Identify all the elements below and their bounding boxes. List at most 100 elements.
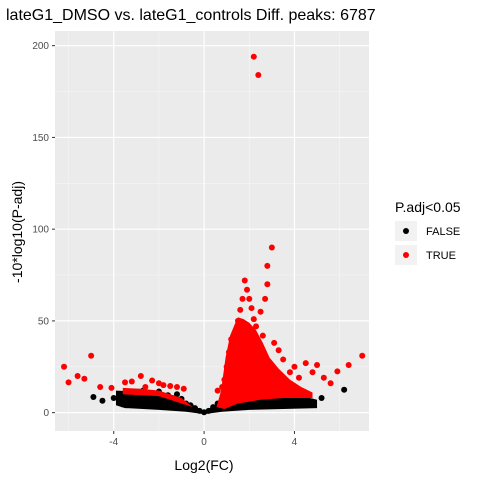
- point-false: [99, 397, 106, 404]
- point-true: [241, 277, 248, 284]
- point-true: [142, 383, 149, 390]
- point-true: [88, 352, 95, 359]
- point-true: [239, 295, 246, 302]
- x-axis-title: Log2(FC): [174, 457, 233, 473]
- point-true: [257, 308, 264, 315]
- point-true: [264, 262, 271, 269]
- point-true: [149, 377, 156, 384]
- point-true: [221, 376, 228, 383]
- point-true: [128, 378, 135, 385]
- point-true: [280, 356, 287, 363]
- point-true: [237, 306, 244, 313]
- legend-key-true: [403, 252, 409, 258]
- point-true: [259, 332, 266, 339]
- point-false: [90, 394, 97, 401]
- point-true: [228, 336, 235, 343]
- y-tick-label: 100: [32, 225, 49, 236]
- point-true: [291, 363, 298, 370]
- point-true: [232, 327, 239, 334]
- point-true: [81, 375, 88, 382]
- y-axis: 0 50 100 150 200: [32, 41, 55, 419]
- true-points-dense-region-left: [122, 387, 193, 408]
- y-tick-label: 0: [43, 408, 49, 419]
- point-true: [61, 363, 68, 370]
- legend-key-false: [403, 228, 409, 234]
- point-true: [262, 295, 269, 302]
- point-true: [241, 361, 248, 368]
- point-false: [309, 398, 316, 405]
- point-true: [286, 369, 293, 376]
- x-tick-label: -4: [109, 437, 118, 448]
- point-false: [201, 409, 208, 416]
- point-true: [244, 286, 251, 293]
- true-points-dense-region: [216, 317, 313, 409]
- point-true: [266, 365, 273, 372]
- point-true: [268, 244, 275, 251]
- point-false: [318, 394, 325, 401]
- point-true: [271, 339, 278, 346]
- point-true: [302, 360, 309, 367]
- x-tick-label: 0: [201, 437, 207, 448]
- chart-title: lateG1_DMSO vs. lateG1_controls Diff. pe…: [6, 7, 376, 24]
- point-false: [196, 407, 203, 414]
- point-true: [275, 347, 282, 354]
- point-true: [230, 372, 237, 379]
- point-true: [219, 383, 226, 390]
- point-true: [345, 361, 352, 368]
- y-tick-label: 50: [38, 316, 50, 327]
- legend: P.adj<0.05 FALSE TRUE: [395, 199, 461, 265]
- point-true: [167, 383, 174, 390]
- point-false: [341, 386, 348, 393]
- point-false: [173, 391, 180, 398]
- grid-minor: [55, 31, 369, 431]
- point-true: [173, 383, 180, 390]
- point-false: [144, 395, 151, 402]
- points-true: [61, 53, 366, 409]
- point-true: [234, 317, 241, 324]
- point-true: [137, 372, 144, 379]
- point-true: [180, 385, 187, 392]
- point-true: [108, 384, 115, 391]
- point-true: [264, 281, 271, 288]
- point-true: [246, 295, 253, 302]
- point-true: [314, 361, 321, 368]
- point-true: [250, 316, 257, 323]
- x-axis: -4 0 4: [109, 431, 298, 448]
- point-true: [295, 374, 302, 381]
- point-true: [160, 382, 167, 389]
- point-true: [223, 363, 230, 370]
- point-true: [253, 323, 260, 330]
- legend-label-false: FALSE: [426, 226, 460, 238]
- y-axis-title: -10*log10(P-adj): [9, 181, 25, 283]
- point-false: [160, 398, 167, 405]
- point-true: [309, 369, 316, 376]
- point-true: [327, 380, 334, 387]
- point-false: [119, 401, 126, 408]
- y-tick-label: 150: [32, 133, 49, 144]
- point-true: [248, 305, 255, 312]
- point-true: [122, 379, 129, 386]
- point-true: [359, 352, 366, 359]
- point-true: [250, 53, 257, 60]
- point-false: [210, 404, 217, 411]
- point-true: [65, 379, 72, 386]
- legend-label-true: TRUE: [426, 250, 456, 262]
- y-tick-label: 200: [32, 41, 49, 52]
- point-false: [192, 405, 199, 412]
- point-true: [255, 72, 262, 79]
- point-true: [320, 374, 327, 381]
- point-false: [110, 394, 117, 401]
- legend-title: P.adj<0.05: [395, 199, 461, 215]
- x-tick-label: 4: [292, 437, 298, 448]
- point-true: [155, 380, 162, 387]
- point-true: [97, 383, 104, 390]
- point-true: [214, 387, 221, 394]
- point-true: [225, 349, 232, 356]
- grid-major: [55, 31, 369, 431]
- point-true: [255, 354, 262, 361]
- point-false: [205, 407, 212, 414]
- point-true: [74, 372, 81, 379]
- plot-panel: [55, 31, 369, 431]
- point-true: [334, 368, 341, 375]
